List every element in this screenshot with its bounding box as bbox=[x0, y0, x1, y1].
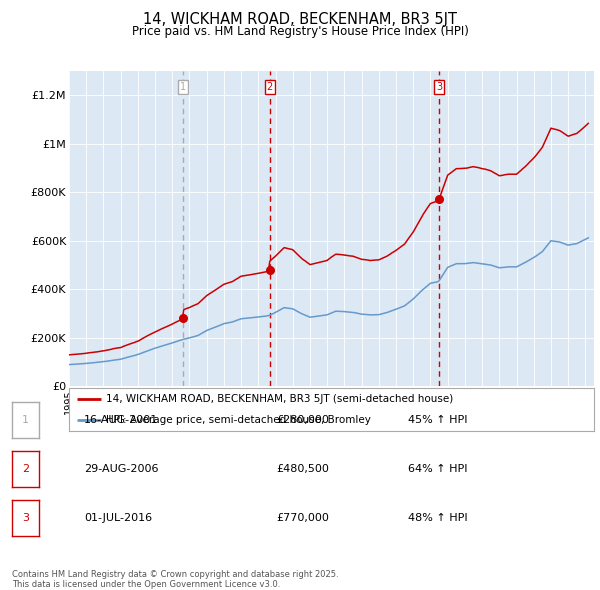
Text: Price paid vs. HM Land Registry's House Price Index (HPI): Price paid vs. HM Land Registry's House … bbox=[131, 25, 469, 38]
Text: HPI: Average price, semi-detached house, Bromley: HPI: Average price, semi-detached house,… bbox=[106, 415, 371, 425]
Text: 3: 3 bbox=[22, 513, 29, 523]
Text: £770,000: £770,000 bbox=[276, 513, 329, 523]
Text: £480,500: £480,500 bbox=[276, 464, 329, 474]
Text: 2: 2 bbox=[22, 464, 29, 474]
Text: 1: 1 bbox=[22, 415, 29, 425]
Text: 45% ↑ HPI: 45% ↑ HPI bbox=[408, 415, 467, 425]
Text: 29-AUG-2006: 29-AUG-2006 bbox=[84, 464, 158, 474]
Text: 14, WICKHAM ROAD, BECKENHAM, BR3 5JT (semi-detached house): 14, WICKHAM ROAD, BECKENHAM, BR3 5JT (se… bbox=[106, 394, 453, 404]
Text: 3: 3 bbox=[436, 82, 442, 92]
Text: 01-JUL-2016: 01-JUL-2016 bbox=[84, 513, 152, 523]
Text: Contains HM Land Registry data © Crown copyright and database right 2025.
This d: Contains HM Land Registry data © Crown c… bbox=[12, 570, 338, 589]
Text: £280,000: £280,000 bbox=[276, 415, 329, 425]
Text: 14, WICKHAM ROAD, BECKENHAM, BR3 5JT: 14, WICKHAM ROAD, BECKENHAM, BR3 5JT bbox=[143, 12, 457, 27]
Text: 64% ↑ HPI: 64% ↑ HPI bbox=[408, 464, 467, 474]
Text: 1: 1 bbox=[180, 82, 186, 92]
Text: 48% ↑ HPI: 48% ↑ HPI bbox=[408, 513, 467, 523]
Text: 16-AUG-2001: 16-AUG-2001 bbox=[84, 415, 158, 425]
Text: 2: 2 bbox=[266, 82, 273, 92]
